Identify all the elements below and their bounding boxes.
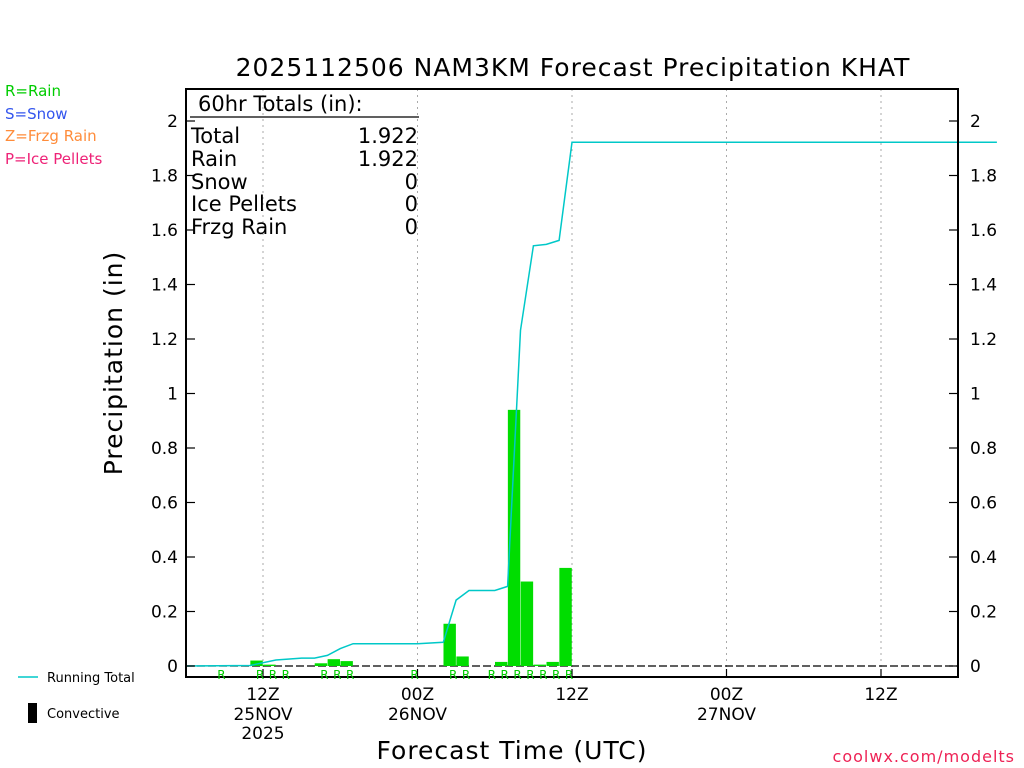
totals-row-label: Snow: [191, 170, 248, 194]
y-tick-label-left: 1.6: [151, 221, 178, 241]
convective-swatch: [28, 703, 37, 723]
y-tick-label-left: 0.4: [151, 548, 178, 568]
y-tick-label-right: 0.4: [970, 548, 997, 568]
x-tick-year: 2025: [241, 724, 284, 744]
x-tick-label: 12Z: [246, 685, 279, 705]
y-tick-label-left: 1.4: [151, 276, 178, 296]
precip-bar: [263, 664, 276, 666]
x-tick-label: 00Z: [710, 685, 743, 705]
y-tick-label-right: 0.8: [970, 439, 997, 459]
precip-bar: [494, 661, 508, 666]
precip-type-marker: R: [320, 668, 328, 682]
precip-type-marker: R: [500, 668, 508, 682]
x-tick-date: 26NOV: [388, 705, 447, 725]
credit-text: coolwx.com/modelts: [833, 747, 1015, 766]
precip-type-marker: R: [526, 668, 534, 682]
hourly-precip-bars: [250, 409, 572, 666]
precip-bar: [443, 623, 456, 666]
precip-bar: [507, 409, 521, 666]
series-legend: Running Total Convective: [18, 671, 135, 723]
totals-row-label: Ice Pellets: [191, 192, 297, 216]
y-tick-label-left: 1.8: [151, 167, 178, 187]
totals-heading: 60hr Totals (in):: [198, 92, 363, 116]
y-tick-label-left: 0.6: [151, 494, 178, 514]
y-tick-label-right: 0.2: [970, 603, 997, 623]
y-tick-label-left: 0.2: [151, 603, 178, 623]
y-tick-label-right: 1.6: [970, 221, 997, 241]
x-tick-label: 12Z: [864, 685, 897, 705]
x-axis-label: Forecast Time (UTC): [377, 736, 648, 765]
y-tick-label-right: 2: [970, 112, 981, 132]
running-total-legend: Running Total: [47, 671, 135, 686]
totals-row-value: 1.922: [358, 147, 418, 171]
precip-bar: [559, 567, 572, 666]
totals-row-label: Rain: [191, 147, 237, 171]
vertical-gridlines: [262, 89, 882, 677]
y-tick-label-right: 0: [970, 657, 981, 677]
precip-type-marker: R: [462, 668, 470, 682]
y-axis-ticks: 0 00.2 0.20.4 0.40.6 0.60.8 0.81 11.2 1.21.4 1.4…: [151, 112, 997, 677]
x-tick-date: 27NOV: [697, 705, 756, 725]
y-tick-label-right: 1.4: [970, 276, 997, 296]
x-tick-label: 12Z: [555, 685, 588, 705]
y-tick-label-right: 1: [970, 385, 981, 405]
precip-type-marker: R: [552, 668, 560, 682]
precip-bar: [456, 656, 469, 666]
totals-row-label: Total: [190, 124, 240, 148]
precip-bar: [250, 660, 263, 666]
y-tick-label-right: 1.8: [970, 167, 997, 187]
x-tick-label: 00Z: [401, 685, 434, 705]
running-total-line: [185, 141, 997, 667]
x-tick-date: 25NOV: [233, 705, 292, 725]
precip-type-marker: R: [488, 668, 496, 682]
precip-type-marker: R: [449, 668, 457, 682]
precip-type-marker: R: [333, 668, 341, 682]
precip-bar: [314, 663, 328, 666]
chart-title: 2025112506 NAM3KM Forecast Precipitation…: [236, 53, 911, 82]
precip-bar: [533, 664, 547, 666]
legend-ice-pellets: P=Ice Pellets: [5, 150, 102, 168]
precip-bar: [327, 659, 341, 666]
precip-bar: [340, 661, 353, 666]
totals-row-label: Frzg Rain: [191, 215, 287, 239]
precip-type-marker: R: [217, 668, 225, 682]
precip-type-marker: R: [539, 668, 547, 682]
precip-type-legend: R=Rain S=Snow Z=Frzg Rain P=Ice Pellets: [5, 82, 102, 168]
y-axis-label: Precipitation (in): [99, 251, 128, 476]
y-tick-label-left: 1: [167, 385, 178, 405]
precip-type-marker: R: [269, 668, 277, 682]
precip-type-marker: R: [346, 668, 354, 682]
totals-row-value: 0: [405, 215, 418, 239]
precip-bar: [546, 661, 559, 666]
running-total-layer: [185, 141, 997, 667]
y-tick-label-right: 1.2: [970, 330, 997, 350]
y-tick-label-left: 2: [167, 112, 178, 132]
y-tick-label-left: 0: [167, 657, 178, 677]
y-tick-label-left: 1.2: [151, 330, 178, 350]
legend-snow: S=Snow: [5, 105, 68, 123]
totals-row-value: 1.922: [358, 124, 418, 148]
y-tick-label-left: 0.8: [151, 439, 178, 459]
totals-row-value: 0: [405, 170, 418, 194]
precip-type-marker: R: [282, 668, 290, 682]
precip-type-marker: R: [565, 668, 573, 682]
y-tick-label-right: 0.6: [970, 494, 997, 514]
totals-box: 60hr Totals (in): Total 1.922 Rain 1.922…: [190, 92, 419, 239]
precip-bar: [520, 581, 534, 666]
totals-row-value: 0: [405, 192, 418, 216]
precip-type-marker: R: [513, 668, 521, 682]
convective-legend: Convective: [47, 707, 120, 722]
legend-frzg-rain: Z=Frzg Rain: [5, 127, 97, 145]
legend-rain: R=Rain: [5, 82, 61, 100]
precip-type-marker: R: [256, 668, 264, 682]
precip-type-marker: R: [410, 668, 418, 682]
